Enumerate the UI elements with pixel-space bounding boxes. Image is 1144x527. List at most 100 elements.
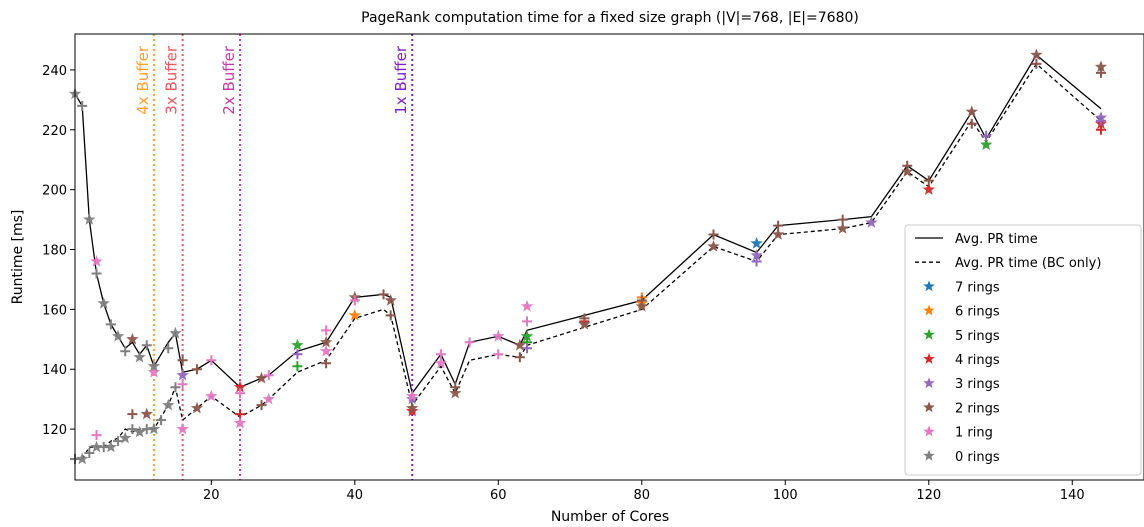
marker-star-7-14 bbox=[76, 452, 89, 465]
x-tick-label-0: 20 bbox=[203, 488, 220, 503]
marker-plus-7-23 bbox=[141, 424, 152, 435]
x-tick-label-4: 100 bbox=[773, 488, 798, 503]
legend-star-4 bbox=[923, 377, 935, 389]
marker-star-5-2 bbox=[140, 407, 153, 420]
marker-plus-4-3 bbox=[521, 343, 532, 354]
marker-plus-5-1 bbox=[127, 409, 138, 420]
marker-star-6-12 bbox=[319, 344, 333, 357]
marker-star-5-12 bbox=[384, 293, 397, 306]
marker-plus-2-1 bbox=[292, 361, 303, 372]
marker-star-6-8 bbox=[233, 416, 247, 429]
legend-star-7 bbox=[923, 449, 935, 461]
marker-star-7-10 bbox=[147, 359, 161, 372]
x-tick-label-3: 80 bbox=[634, 488, 651, 503]
marker-star-5-26 bbox=[771, 228, 785, 240]
legend-label-markers-3: 4 rings bbox=[955, 353, 1000, 368]
marker-plus-6-3 bbox=[177, 379, 188, 390]
marker-star-6-16 bbox=[434, 356, 448, 369]
marker-plus-5-37 bbox=[1095, 67, 1106, 78]
marker-plus-6-13 bbox=[349, 295, 360, 306]
marker-plus-6-7 bbox=[235, 388, 246, 399]
marker-plus-7-7 bbox=[120, 346, 131, 357]
marker-star-5-14 bbox=[406, 401, 419, 414]
marker-plus-4-1 bbox=[292, 349, 303, 360]
marker-star-3-0 bbox=[233, 380, 247, 393]
marker-plus-4-5 bbox=[751, 256, 762, 267]
marker-star-7-18 bbox=[104, 440, 118, 453]
plot-area: 4x Buffer 3x Buffer 2x Buffer 1x Buffer bbox=[68, 34, 1108, 480]
marker-star-2-4 bbox=[980, 138, 993, 150]
marker-star-7-4 bbox=[97, 296, 110, 309]
marker-star-6-20 bbox=[520, 299, 534, 312]
y-tick-label-4: 200 bbox=[42, 184, 67, 199]
vline-label-0: 4x Buffer bbox=[134, 45, 152, 115]
marker-star-5-22 bbox=[635, 299, 648, 312]
legend: Avg. PR time Avg. PR time (BC only) 7 ring… bbox=[904, 224, 1142, 476]
marker-plus-4-9 bbox=[1095, 115, 1106, 126]
marker-star-7-22 bbox=[133, 425, 146, 438]
marker-star-7-12 bbox=[169, 326, 182, 339]
y-tick-label-5: 220 bbox=[42, 124, 67, 139]
marker-plus-5-13 bbox=[385, 310, 396, 321]
legend-star-2 bbox=[923, 328, 935, 340]
legend-star-0 bbox=[923, 280, 935, 292]
axis-ticks: 20 40 60 80 100 120 140 120 140 160 180 200 220 240 bbox=[42, 64, 1084, 503]
marker-star-5-32 bbox=[965, 105, 978, 118]
marker-star-4-6 bbox=[865, 216, 878, 228]
marker-plus-7-25 bbox=[156, 415, 167, 426]
x-tick-label-2: 60 bbox=[490, 488, 507, 503]
marker-plus-5-17 bbox=[514, 352, 525, 363]
marker-plus-7-19 bbox=[113, 436, 124, 447]
marker-star-5-24 bbox=[707, 240, 720, 252]
legend-label-series-0: Avg. PR time bbox=[955, 232, 1038, 247]
vline-label-2: 2x Buffer bbox=[220, 45, 238, 115]
legend-label-markers-5: 2 rings bbox=[955, 401, 1000, 416]
marker-star-5-34 bbox=[1030, 48, 1043, 61]
marker-star-2-0 bbox=[291, 338, 304, 351]
y-tick-label-1: 140 bbox=[42, 363, 67, 378]
legend-star-1 bbox=[923, 304, 935, 316]
marker-plus-6-21 bbox=[521, 316, 532, 327]
legend-box bbox=[904, 224, 1142, 476]
marker-plus-5-3 bbox=[177, 355, 188, 366]
legend-label-markers-0: 7 rings bbox=[955, 280, 1000, 295]
marker-plus-5-31 bbox=[923, 175, 934, 186]
marker-plus-6-5 bbox=[206, 355, 217, 366]
chart-title: PageRank computation time for a fixed si… bbox=[361, 10, 859, 26]
legend-label-markers-4: 3 rings bbox=[955, 377, 1000, 392]
y-axis-label: Runtime [ms] bbox=[10, 210, 26, 305]
marker-plus-7-3 bbox=[91, 268, 102, 279]
y-tick-label-2: 160 bbox=[42, 303, 67, 318]
legend-label-markers-2: 5 rings bbox=[955, 329, 1000, 344]
marker-star-1-0 bbox=[348, 308, 361, 321]
marker-star-7-24 bbox=[147, 422, 161, 435]
legend-star-5 bbox=[923, 401, 935, 413]
marker-plus-5-35 bbox=[1031, 58, 1042, 69]
marker-plus-6-11 bbox=[321, 325, 332, 336]
marker-plus-5-5 bbox=[191, 364, 202, 375]
marker-star-6-4 bbox=[176, 422, 189, 435]
marker-plus-7-27 bbox=[170, 382, 181, 393]
marker-star-5-4 bbox=[190, 401, 204, 414]
legend-label-markers-1: 6 rings bbox=[955, 305, 1000, 320]
legend-label-markers-6: 1 ring bbox=[955, 426, 993, 441]
legend-label-markers-7: 0 rings bbox=[955, 450, 1000, 465]
series-line-0 bbox=[74, 54, 1102, 395]
y-tick-label-6: 240 bbox=[42, 64, 67, 79]
marker-plus-7-11 bbox=[163, 343, 174, 354]
marker-plus-6-17 bbox=[464, 337, 475, 348]
marker-star-6-6 bbox=[205, 389, 218, 402]
vline-label-3: 1x Buffer bbox=[392, 45, 410, 115]
marker-plus-7-17 bbox=[98, 442, 109, 453]
axes-frame bbox=[74, 33, 1144, 481]
marker-plus-5-11 bbox=[378, 289, 389, 300]
marker-star-7-26 bbox=[162, 398, 175, 411]
marker-star-7-2 bbox=[83, 213, 96, 225]
marker-plus-7-15 bbox=[84, 448, 95, 459]
marker-plus-5-7 bbox=[256, 400, 267, 411]
legend-star-3 bbox=[923, 353, 935, 364]
marker-star-5-20 bbox=[578, 317, 591, 330]
marker-star-5-16 bbox=[449, 386, 462, 399]
marker-star-5-30 bbox=[901, 165, 914, 177]
